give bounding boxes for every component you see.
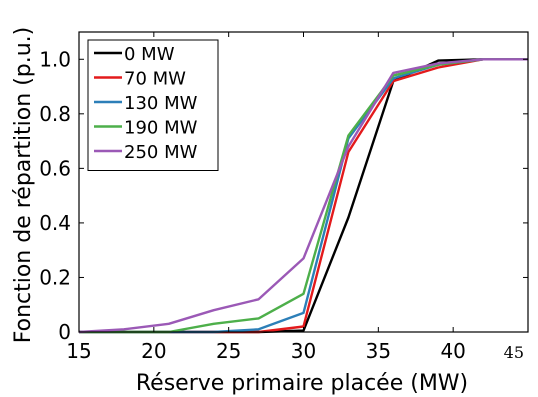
legend-label-2: 130 MW — [124, 93, 198, 114]
x-tick-label: 40 — [440, 339, 465, 363]
y-tick-label: 0.6 — [39, 156, 71, 180]
y-tick-label: 1.0 — [39, 47, 71, 71]
x-tick-label: 30 — [291, 339, 316, 363]
legend-label-4: 250 MW — [124, 142, 198, 163]
legend: 0 MW 70 MW 130 MW 190 MW 250 MW — [87, 39, 219, 171]
y-axis-label: Fonction de répartition (p.u.) — [11, 27, 36, 344]
x-axis-label: Réserve primaire placée (MW) — [136, 371, 468, 396]
y-tick-label: 0.4 — [39, 211, 71, 235]
series-line-4 — [78, 58, 528, 334]
axes: 15 20 25 30 35 40 45 0 0.2 0.4 0.6 0.8 1.0 — [39, 31, 529, 363]
y-tick-label: 0.8 — [39, 102, 71, 126]
x-tick-label: 15 — [66, 339, 91, 363]
x-tick-label: 45 — [504, 343, 524, 362]
x-tick-label: 20 — [141, 339, 166, 363]
legend-label-0: 0 MW — [124, 44, 175, 65]
legend-label-3: 190 MW — [124, 118, 198, 139]
legend-label-1: 70 MW — [124, 69, 186, 90]
y-tick-label: 0 — [58, 320, 71, 344]
x-tick-label: 35 — [366, 339, 391, 363]
legend-box — [87, 39, 219, 171]
y-tick-label: 0.2 — [39, 265, 71, 289]
x-tick-label: 25 — [216, 339, 241, 363]
